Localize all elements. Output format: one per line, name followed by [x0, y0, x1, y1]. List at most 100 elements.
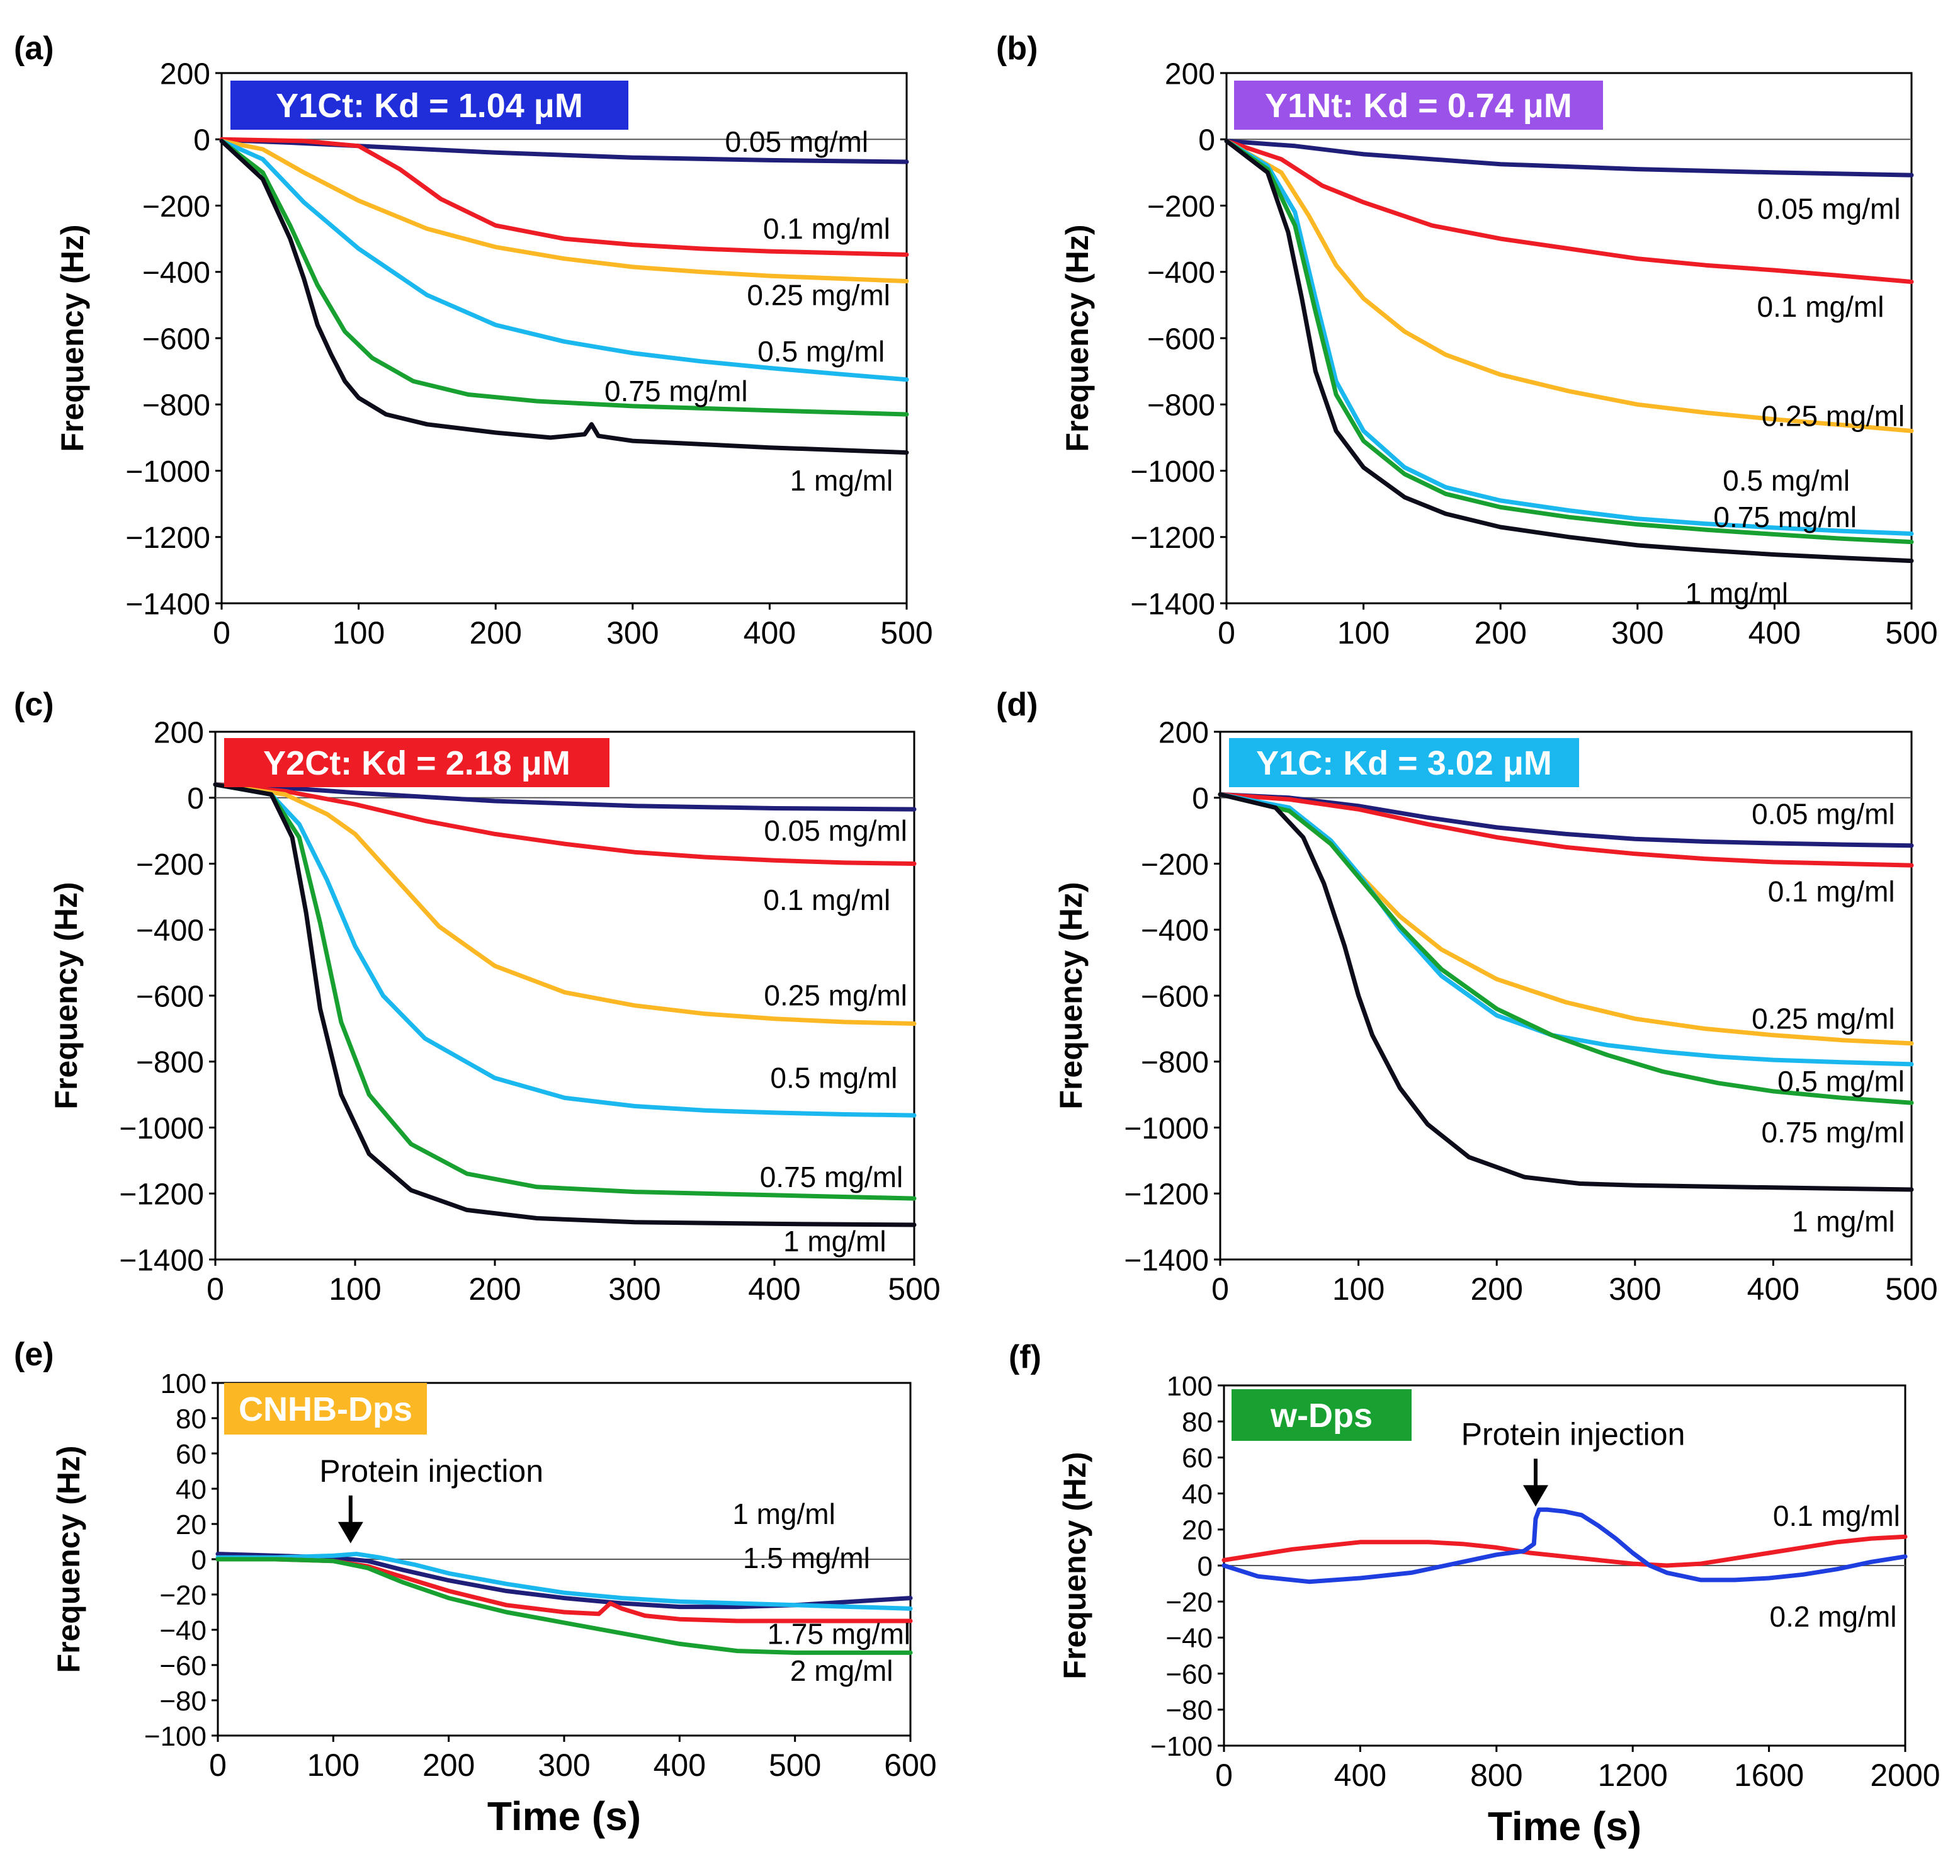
kd-badge-text: w-Dps	[1270, 1397, 1373, 1435]
concentration-label: 0.2 mg/ml	[1770, 1600, 1897, 1633]
x-tick-label: 100	[329, 1271, 381, 1307]
kd-badge-box	[1232, 1389, 1412, 1441]
concentration-label: 1 mg/ml	[790, 464, 893, 497]
series-line-0-1-mg-ml	[213, 782, 917, 866]
y-tick-label: 0	[187, 782, 204, 816]
concentration-label: 1.75 mg/ml	[767, 1617, 910, 1650]
x-tick-label: 100	[307, 1748, 360, 1783]
series-line-1-mg-ml	[1218, 792, 1914, 1192]
y-tick-label: −40	[159, 1615, 207, 1646]
y-tick-label: 40	[176, 1474, 207, 1505]
y-tick-label: 200	[160, 57, 210, 91]
concentration-label: 0.5 mg/ml	[1777, 1065, 1905, 1098]
concentration-label: 0.5 mg/ml	[757, 335, 885, 368]
y-tick-label: −400	[136, 914, 204, 948]
x-tick-label: 800	[1470, 1758, 1522, 1793]
series-line-0-5-mg-ml	[219, 139, 909, 382]
x-tick-label: 0	[209, 1748, 227, 1783]
y-tick-label: −600	[1147, 322, 1215, 356]
concentration-label: 0.1 mg/ml	[763, 212, 890, 245]
y-tick-label: 60	[1182, 1443, 1213, 1474]
y-tick-label: −1200	[1130, 521, 1215, 555]
x-tick-label: 1200	[1598, 1758, 1668, 1793]
series-line-0-1-mg-ml	[219, 137, 909, 257]
x-tick-label: 300	[608, 1271, 660, 1307]
x-tick-label: 500	[888, 1271, 940, 1307]
series-line-0-1-mg-ml	[1221, 1534, 1908, 1568]
y-tick-label: 0	[191, 1545, 207, 1576]
series-line-0-5-mg-ml	[1224, 139, 1914, 536]
series-line-0-25-mg-ml	[219, 139, 909, 283]
concentration-label: 0.75 mg/ml	[760, 1161, 904, 1193]
y-tick-label: −1000	[1124, 1112, 1209, 1145]
kd-badge-text: Y2Ct: Kd = 2.18 μM	[263, 744, 570, 782]
y-tick-label: −800	[1141, 1046, 1209, 1079]
series-line-0-05-mg-ml	[1224, 139, 1914, 178]
panel-label: (c)	[14, 686, 54, 723]
y-tick-label: −600	[136, 980, 204, 1013]
x-tick-label: 400	[1334, 1758, 1386, 1793]
y-tick-label: −1400	[1130, 588, 1215, 621]
x-tick-label: 1600	[1734, 1758, 1804, 1793]
concentration-label: 0.75 mg/ml	[1761, 1116, 1905, 1149]
y-axis-label: Frequency (Hz)	[55, 224, 90, 452]
series-line-1-5-mg-ml	[215, 1552, 913, 1611]
y-tick-label: −100	[144, 1721, 207, 1752]
concentration-label: 0.25 mg/ml	[747, 278, 890, 311]
y-tick-label: −1400	[125, 588, 210, 621]
panel-label: (b)	[996, 30, 1038, 67]
series-line-0-1-mg-ml	[1224, 139, 1914, 284]
y-tick-label: 100	[1167, 1371, 1213, 1402]
y-axis-label: Frequency (Hz)	[48, 882, 84, 1109]
y-tick-label: −200	[1147, 190, 1215, 224]
panel-label: (d)	[996, 686, 1038, 723]
series-line-0-05-mg-ml	[1218, 792, 1914, 848]
y-tick-label: 0	[1192, 782, 1209, 816]
kd-badge-text: Y1Nt: Kd = 0.74 μM	[1265, 87, 1572, 125]
y-tick-label: 80	[1182, 1407, 1213, 1438]
injection-annotation: Protein injection	[1461, 1416, 1685, 1452]
concentration-label: 0.25 mg/ml	[1762, 399, 1905, 432]
series-line-0-25-mg-ml	[213, 782, 917, 1026]
y-tick-label: 200	[1165, 57, 1215, 91]
y-tick-label: −1000	[1130, 455, 1215, 489]
x-tick-label: 400	[654, 1748, 706, 1783]
injection-arrow-head	[337, 1521, 363, 1543]
y-axis-label: Frequency (Hz)	[1053, 882, 1089, 1109]
y-tick-label: −400	[142, 256, 210, 290]
concentration-label: 0.5 mg/ml	[1723, 464, 1850, 497]
y-tick-label: 40	[1182, 1479, 1213, 1509]
concentration-label: 0.1 mg/ml	[1773, 1499, 1900, 1532]
series-line-0-25-mg-ml	[1224, 139, 1914, 433]
x-tick-label: 0	[1218, 615, 1235, 651]
y-tick-label: −200	[136, 848, 204, 882]
concentration-label: 0.25 mg/ml	[764, 979, 907, 1012]
y-tick-label: 20	[176, 1509, 207, 1540]
x-tick-label: 600	[884, 1748, 936, 1783]
x-tick-label: 300	[1611, 615, 1663, 651]
y-tick-label: −40	[1165, 1623, 1213, 1654]
injection-annotation: Protein injection	[319, 1453, 543, 1489]
x-tick-label: 400	[748, 1271, 800, 1307]
y-tick-label: −200	[142, 190, 210, 224]
y-axis-label: Frequency (Hz)	[51, 1445, 86, 1673]
series-line-0-75-mg-ml	[1218, 792, 1914, 1105]
concentration-label: 0.75 mg/ml	[604, 375, 748, 407]
y-tick-label: −1000	[125, 455, 210, 489]
concentration-label: 0.05 mg/ml	[764, 814, 907, 847]
kd-badge-text: CNHB-Dps	[239, 1390, 412, 1428]
y-tick-label: 0	[1198, 1551, 1213, 1582]
y-tick-label: −20	[1165, 1587, 1213, 1618]
x-tick-label: 500	[769, 1748, 821, 1783]
concentration-label: 1 mg/ml	[783, 1225, 887, 1258]
y-tick-label: −1400	[119, 1244, 204, 1277]
concentration-label: 0.1 mg/ml	[1757, 290, 1884, 323]
x-axis-label: Time (s)	[1488, 1804, 1641, 1849]
x-tick-label: 200	[1474, 615, 1526, 651]
y-tick-label: −60	[159, 1651, 207, 1681]
y-tick-label: −1200	[119, 1178, 204, 1212]
